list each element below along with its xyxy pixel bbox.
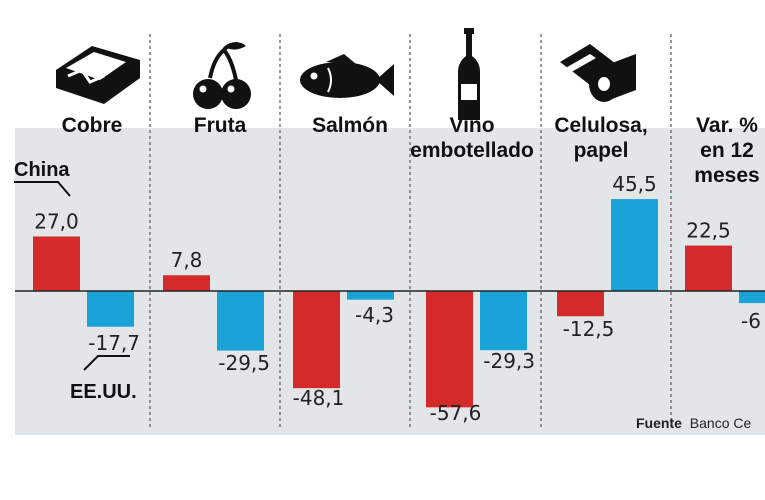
china-value-label: -12,5 [563,317,615,341]
china-bar [426,291,473,408]
value-labels: 27,0 7,8 -48,1 -57,6 -12,5 22,5 -17,7 -29,5 -4,3… [34,172,761,425]
category-label: embotellado [410,139,534,162]
source-note: Fuente Banco Ce [636,415,751,431]
usa-bar [480,291,527,351]
usa-value-label: -29,3 [483,349,535,373]
legend-usa: EE.UU. [70,355,137,403]
category-label: Celulosa, [554,114,647,137]
usa-bar [347,291,394,300]
legend-china: China [14,159,71,197]
china-value-label: 27,0 [34,209,79,233]
source-text: Banco Ce [690,415,752,431]
china-value-label: 22,5 [686,219,731,243]
category-label: Salmón [312,114,388,137]
category-label: Fruta [194,114,247,137]
usa-value-label: -29,5 [218,351,270,375]
copper-icon [56,46,140,104]
category-label: papel [574,139,629,162]
usa-bar [739,291,765,304]
usa-bar [611,199,658,291]
usa-value-label: 45,5 [612,172,657,196]
legend-china-label: China [14,159,70,181]
china-bar [293,291,340,389]
usa-value-label: -4,3 [355,303,394,327]
fish-icon [300,54,394,98]
source-bold: Fuente [636,415,682,431]
category-label: Cobre [62,114,123,137]
cherry-icon [193,42,251,109]
category-label: en 12 [700,139,754,162]
usa-bar [217,291,264,351]
legend-usa-pointer [83,355,130,371]
wine-bottle-icon [458,28,480,120]
china-value-label: -57,6 [430,401,482,425]
china-bar [685,245,732,291]
bars [33,199,765,408]
usa-bar [87,291,134,327]
usa-value-label: -17,7 [88,331,140,355]
paper-roll-icon [560,44,636,102]
column-dividers [149,34,672,430]
legend-usa-label: EE.UU. [70,381,137,403]
usa-value-label: -6 [741,309,761,333]
category-label: Vino [449,114,494,137]
china-value-label: -48,1 [293,386,345,410]
china-bar [33,236,80,291]
category-label: meses [694,164,759,187]
china-bar [163,275,210,291]
china-bar [557,291,604,317]
china-value-label: 7,8 [171,248,203,272]
legend-china-pointer [14,181,71,197]
category-label: Var. % [696,114,758,137]
